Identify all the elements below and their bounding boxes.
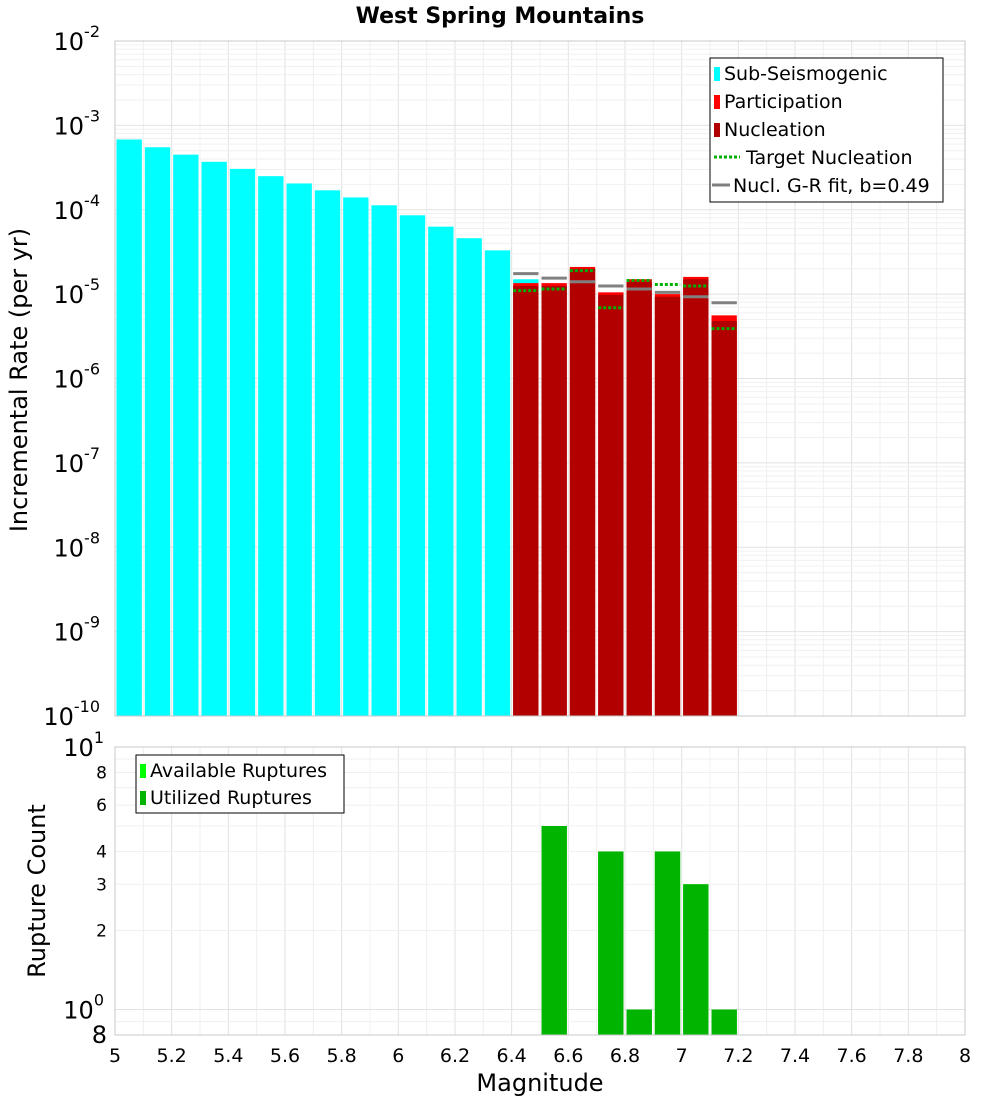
x-tick-label: 5	[109, 1045, 121, 1067]
top-y-ticks: 10-10 10-9 10-8 10-7 10-6 10-5 10-4 10-3 10-2	[43, 22, 100, 731]
top-y-tick-label: 10-9	[54, 613, 101, 647]
x-tick-label: 7.8	[893, 1045, 923, 1067]
x-tick-label: 5.8	[327, 1045, 357, 1067]
bar-utilized-ruptures	[626, 1009, 652, 1035]
legend-label-sub-seismogenic: Sub-Seismogenic	[724, 63, 888, 85]
legend-label-gr-fit: Nucl. G-R fit, b=0.49	[733, 175, 930, 197]
bottom-y-tick-label: 101	[63, 728, 104, 762]
x-tick-label: 6.8	[610, 1045, 640, 1067]
bar-sub-seismogenic	[229, 168, 256, 716]
top-y-tick-label: 10-6	[54, 360, 101, 394]
legend-swatch-available-ruptures	[140, 764, 146, 778]
bar-sub-seismogenic	[144, 147, 171, 717]
bottom-y-minor-label: 2	[96, 922, 107, 942]
x-tick-label: 6.4	[497, 1045, 527, 1067]
bar-sub-seismogenic	[314, 190, 341, 716]
legend-label-participation: Participation	[724, 91, 843, 113]
chart-title: West Spring Mountains	[356, 4, 645, 29]
bar-utilized-ruptures	[541, 826, 567, 1035]
top-y-tick-label: 10-5	[54, 275, 101, 309]
legend-swatch-participation	[714, 95, 720, 109]
bar-nucleation	[513, 285, 539, 716]
x-tick-label: 7.2	[723, 1045, 753, 1067]
bar-nucleation	[541, 285, 567, 716]
bar-sub-seismogenic	[484, 250, 511, 717]
top-lines	[513, 269, 737, 331]
top-plot-frame	[114, 40, 966, 717]
x-axis-label: Magnitude	[476, 1069, 603, 1097]
bar-utilized-ruptures	[711, 1009, 737, 1035]
bar-sub-seismogenic	[399, 215, 426, 717]
top-y-tick-label: 10-8	[54, 528, 101, 562]
bar-sub-seismogenic	[428, 226, 454, 716]
legend-label-nucleation: Nucleation	[724, 119, 826, 141]
legend-swatch-nucleation	[714, 123, 720, 137]
bar-sub-seismogenic	[116, 139, 142, 716]
bar-nucleation	[683, 279, 709, 716]
x-tick-label: 6.6	[553, 1045, 583, 1067]
bottom-y-minor-label: 4	[96, 842, 107, 862]
legend-label-target-nucleation: Target Nucleation	[745, 147, 913, 169]
bottom-y-minor-label: 3	[96, 875, 107, 895]
bar-nucleation	[654, 296, 681, 716]
bar-sub-seismogenic	[286, 183, 312, 716]
bar-nucleation	[569, 268, 596, 716]
bar-utilized-ruptures	[683, 884, 709, 1035]
x-tick-label: 8	[959, 1045, 971, 1067]
top-y-tick-label: 10-4	[54, 191, 101, 225]
top-bars	[116, 139, 737, 717]
bottom-legend: Available Ruptures Utilized Ruptures	[135, 754, 345, 814]
bottom-y-minor-label: 6	[96, 796, 107, 816]
bottom-legend-box	[135, 754, 345, 814]
bar-nucleation	[711, 321, 737, 716]
bottom-y-axis-label: Rupture Count	[23, 804, 51, 978]
bar-nucleation	[626, 281, 652, 716]
bar-nucleation	[598, 294, 624, 716]
bar-sub-seismogenic	[201, 161, 227, 716]
top-legend-box	[709, 57, 944, 203]
legend-label-utilized-ruptures: Utilized Ruptures	[150, 787, 312, 809]
top-legend: Sub-Seismogenic Participation Nucleation…	[709, 57, 944, 203]
bar-sub-seismogenic	[173, 154, 199, 716]
bar-sub-seismogenic	[343, 197, 369, 717]
bar-sub-seismogenic	[456, 238, 482, 716]
x-tick-label: 7.4	[780, 1045, 810, 1067]
legend-swatch-utilized-ruptures	[140, 791, 146, 805]
bar-utilized-ruptures	[598, 851, 624, 1035]
x-ticks: 5 5.2 5.4 5.6 5.8 6 6.2 6.4 6.6 6.8 7 7.2 7.4 7.6 7.8 8	[109, 1045, 971, 1067]
bottom-y-minor-label: 8	[92, 1021, 107, 1049]
bottom-plot-frame	[114, 746, 966, 1036]
top-y-tick-label: 10-7	[54, 444, 101, 478]
x-tick-label: 7	[676, 1045, 688, 1067]
bottom-y-minor-label: 8	[96, 763, 107, 783]
x-tick-label: 5.4	[213, 1045, 243, 1067]
bottom-bars	[541, 826, 737, 1035]
legend-label-available-ruptures: Available Ruptures	[150, 760, 327, 782]
bar-sub-seismogenic	[371, 205, 397, 717]
x-tick-label: 6	[392, 1045, 404, 1067]
bottom-y-tick-label: 100	[63, 991, 104, 1025]
x-tick-label: 5.2	[157, 1045, 187, 1067]
x-tick-label: 5.6	[270, 1045, 300, 1067]
x-tick-label: 7.6	[837, 1045, 867, 1067]
x-tick-label: 6.2	[440, 1045, 470, 1067]
bar-utilized-ruptures	[654, 851, 681, 1035]
legend-swatch-sub-seismogenic	[714, 67, 720, 81]
top-y-axis-label: Incremental Rate (per yr)	[5, 228, 33, 532]
top-y-tick-label: 10-10	[43, 697, 100, 731]
bar-sub-seismogenic	[258, 176, 284, 716]
top-y-tick-label: 10-3	[54, 106, 101, 140]
top-y-tick-label: 10-2	[54, 22, 101, 56]
